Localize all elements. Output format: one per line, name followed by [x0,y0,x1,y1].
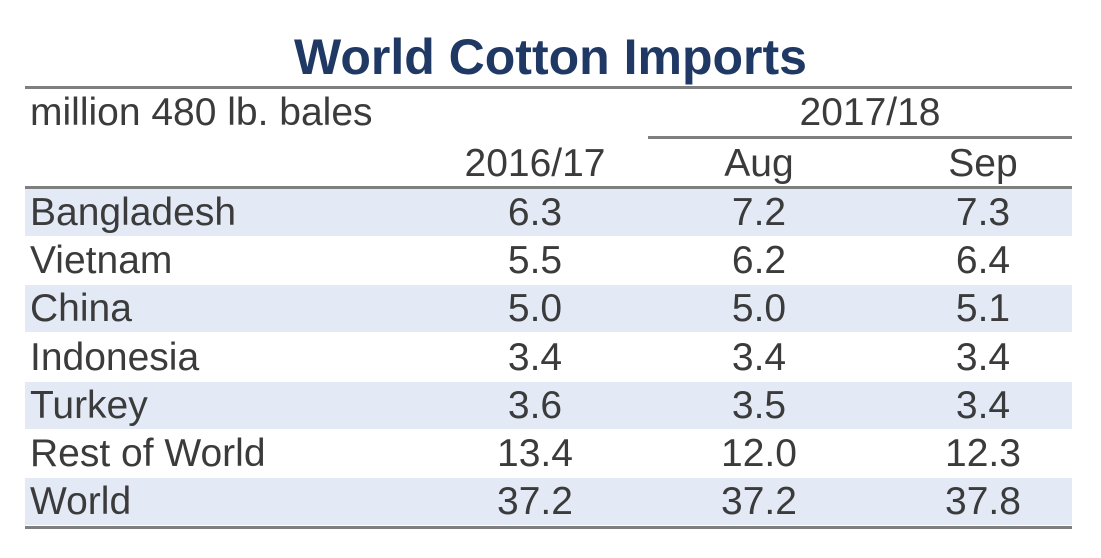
row-value: 12.3 [945,432,1021,475]
table-title: World Cotton Imports [294,29,807,85]
row-value: 13.4 [497,432,573,475]
bottom-rule [25,526,1072,529]
row-value: 37.2 [497,480,573,524]
row-value: 7.2 [731,191,787,234]
row-value: 5.5 [507,239,563,283]
row-value: 3.5 [731,383,787,427]
row-band [25,381,1072,429]
row-band [25,189,1072,236]
row-value: 6.2 [731,239,787,283]
row-band [25,478,1072,526]
column-header: Aug [724,142,794,185]
unit-label: million 480 lb. bales [30,91,373,134]
row-value: 7.3 [955,191,1011,234]
row-value: 6.4 [955,239,1011,283]
row-label: Indonesia [30,335,200,379]
row-value: 37.2 [721,480,797,524]
column-header: Sep [948,142,1018,185]
row-value: 5.1 [955,287,1011,331]
header-rule [25,186,1072,189]
row-label: China [30,287,132,331]
row-value: 3.4 [507,335,563,379]
row-value: 37.8 [945,480,1021,524]
row-value: 12.0 [721,432,797,475]
row-label: Turkey [30,383,148,427]
row-label: World [30,480,132,524]
row-value: 3.4 [955,335,1011,379]
group-rule [648,136,1072,139]
row-value: 3.6 [507,383,563,427]
top-rule [25,86,1072,89]
group-header: 2017/18 [799,91,941,134]
row-value: 6.3 [507,191,563,234]
row-value: 5.0 [731,287,787,331]
row-value: 5.0 [507,287,563,331]
column-header: 2016/17 [464,142,606,185]
row-value: 3.4 [955,383,1011,427]
row-label: Rest of World [30,432,266,475]
row-band [25,285,1072,333]
row-label: Vietnam [30,239,173,283]
row-value: 3.4 [731,335,787,379]
row-label: Bangladesh [30,191,237,234]
